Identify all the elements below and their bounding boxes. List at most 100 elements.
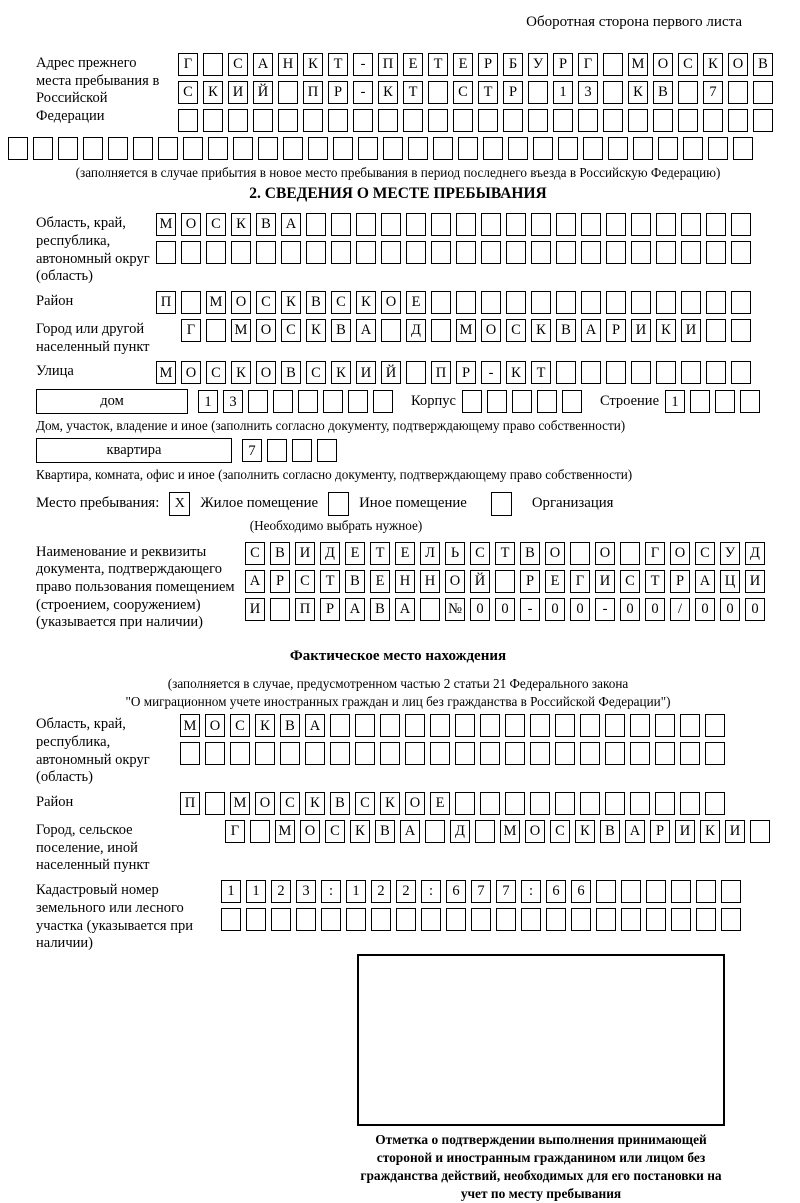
char-cell[interactable] <box>596 880 616 904</box>
char-cell[interactable] <box>331 213 351 237</box>
char-cell[interactable]: Д <box>745 541 765 565</box>
char-cell[interactable]: О <box>595 541 615 565</box>
char-cell[interactable] <box>280 742 300 766</box>
char-cell[interactable] <box>431 318 451 342</box>
char-cell[interactable]: С <box>506 318 526 342</box>
char-cell[interactable]: 7 <box>703 81 723 104</box>
char-cell[interactable] <box>681 290 701 314</box>
char-cell[interactable] <box>233 137 253 160</box>
char-cell[interactable]: 1 <box>553 81 573 104</box>
char-cell[interactable]: В <box>306 290 326 314</box>
char-cell[interactable] <box>680 742 700 766</box>
char-cell[interactable]: : <box>521 880 541 904</box>
char-cell[interactable]: 3 <box>223 390 244 414</box>
char-cell[interactable]: Р <box>606 318 626 342</box>
char-cell[interactable] <box>281 241 301 265</box>
char-cell[interactable] <box>630 742 650 766</box>
char-cell[interactable]: В <box>370 597 390 621</box>
char-cell[interactable]: М <box>456 318 476 342</box>
char-cell[interactable]: В <box>331 318 351 342</box>
char-cell[interactable] <box>553 109 573 132</box>
char-cell[interactable]: С <box>280 792 300 816</box>
char-cell[interactable] <box>231 241 251 265</box>
char-cell[interactable]: С <box>453 81 473 104</box>
char-cell[interactable] <box>495 569 515 593</box>
char-cell[interactable]: : <box>421 880 441 904</box>
char-cell[interactable] <box>378 109 398 132</box>
char-cell[interactable]: 0 <box>545 597 565 621</box>
char-cell[interactable]: М <box>156 213 176 237</box>
char-cell[interactable]: - <box>481 361 501 385</box>
char-cell[interactable] <box>556 241 576 265</box>
char-cell[interactable] <box>230 742 250 766</box>
char-cell[interactable] <box>371 908 391 932</box>
char-cell[interactable]: Р <box>456 361 476 385</box>
char-cell[interactable] <box>556 361 576 385</box>
char-cell[interactable]: К <box>203 81 223 104</box>
char-cell[interactable] <box>433 137 453 160</box>
char-cell[interactable]: - <box>353 53 373 76</box>
char-cell[interactable] <box>181 241 201 265</box>
char-cell[interactable] <box>33 137 53 160</box>
char-cell[interactable]: : <box>321 880 341 904</box>
char-cell[interactable]: Г <box>570 569 590 593</box>
char-cell[interactable] <box>305 742 325 766</box>
char-cell[interactable] <box>621 908 641 932</box>
char-cell[interactable] <box>731 241 751 265</box>
char-cell[interactable] <box>505 714 525 738</box>
char-cell[interactable] <box>273 390 294 414</box>
char-cell[interactable] <box>381 241 401 265</box>
char-cell[interactable]: О <box>728 53 748 76</box>
char-cell[interactable] <box>355 714 375 738</box>
char-cell[interactable] <box>731 290 751 314</box>
char-cell[interactable]: В <box>281 361 301 385</box>
char-cell[interactable] <box>421 908 441 932</box>
char-cell[interactable]: В <box>600 820 620 844</box>
char-cell[interactable] <box>406 361 426 385</box>
char-cell[interactable]: С <box>228 53 248 76</box>
char-cell[interactable]: Т <box>320 569 340 593</box>
char-cell[interactable]: Й <box>470 569 490 593</box>
char-cell[interactable] <box>583 137 603 160</box>
char-cell[interactable]: 2 <box>396 880 416 904</box>
char-cell[interactable]: А <box>395 597 415 621</box>
char-cell[interactable] <box>203 109 223 132</box>
char-cell[interactable] <box>605 792 625 816</box>
char-cell[interactable] <box>646 908 666 932</box>
char-cell[interactable] <box>531 290 551 314</box>
char-cell[interactable] <box>706 241 726 265</box>
char-cell[interactable]: Т <box>645 569 665 593</box>
char-cell[interactable]: Ц <box>720 569 740 593</box>
char-cell[interactable] <box>603 109 623 132</box>
char-cell[interactable] <box>455 742 475 766</box>
char-cell[interactable]: Н <box>420 569 440 593</box>
char-cell[interactable]: - <box>353 81 373 104</box>
char-cell[interactable]: К <box>575 820 595 844</box>
char-cell[interactable] <box>605 714 625 738</box>
char-cell[interactable] <box>581 290 601 314</box>
char-cell[interactable] <box>655 714 675 738</box>
char-cell[interactable] <box>696 880 716 904</box>
char-cell[interactable] <box>456 213 476 237</box>
char-cell[interactable]: Г <box>178 53 198 76</box>
char-cell[interactable] <box>317 439 337 463</box>
char-cell[interactable] <box>306 241 326 265</box>
char-cell[interactable]: С <box>325 820 345 844</box>
char-cell[interactable] <box>581 213 601 237</box>
char-cell[interactable] <box>356 213 376 237</box>
char-cell[interactable]: К <box>656 318 676 342</box>
char-cell[interactable]: А <box>245 569 265 593</box>
char-cell[interactable]: С <box>306 361 326 385</box>
char-cell[interactable] <box>706 213 726 237</box>
char-cell[interactable] <box>630 714 650 738</box>
char-cell[interactable]: У <box>528 53 548 76</box>
char-cell[interactable] <box>328 109 348 132</box>
char-cell[interactable]: О <box>256 318 276 342</box>
char-cell[interactable] <box>303 109 323 132</box>
char-cell[interactable]: Е <box>370 569 390 593</box>
char-cell[interactable] <box>481 213 501 237</box>
char-cell[interactable] <box>555 792 575 816</box>
char-cell[interactable] <box>681 361 701 385</box>
char-cell[interactable]: М <box>156 361 176 385</box>
char-cell[interactable] <box>606 213 626 237</box>
